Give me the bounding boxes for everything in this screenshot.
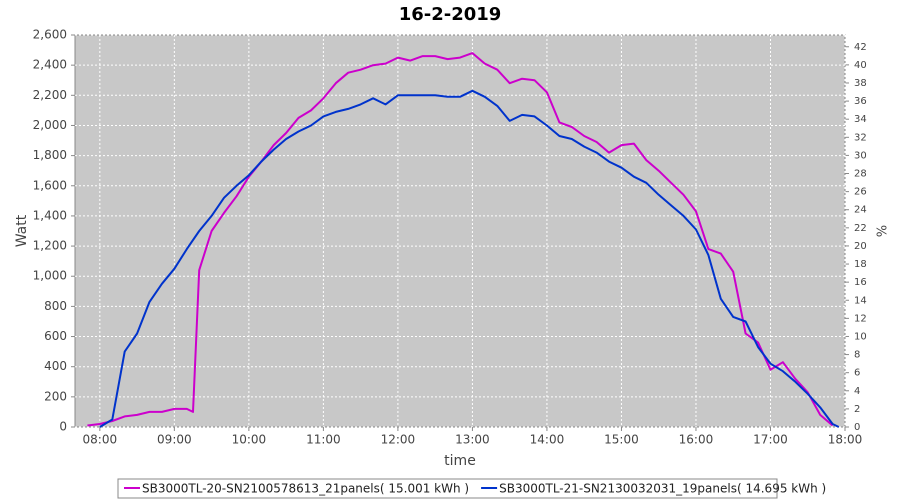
- x-axis-label: time: [444, 453, 476, 469]
- y-tick-label: 1,400: [33, 208, 67, 222]
- y-tick-label: 2,600: [33, 28, 67, 42]
- x-tick-label: 17:00: [753, 433, 788, 447]
- x-tick-label: 11:00: [306, 433, 341, 447]
- y2-tick-label: 10: [854, 331, 867, 342]
- y-tick-label: 1,600: [33, 178, 67, 192]
- y2-tick-label: 6: [854, 368, 860, 379]
- y2-tick-label: 36: [854, 96, 867, 107]
- x-tick-label: 15:00: [604, 433, 639, 447]
- x-tick-label: 12:00: [381, 433, 416, 447]
- y-axis-label: Watt: [14, 214, 30, 247]
- y2-tick-label: 28: [854, 169, 867, 180]
- y2-tick-label: 4: [854, 386, 860, 397]
- y-tick-label: 2,200: [33, 88, 67, 102]
- y2-tick-label: 24: [854, 205, 867, 216]
- y2-tick-label: 14: [854, 295, 867, 306]
- x-tick-label: 18:00: [828, 433, 863, 447]
- series-line: [99, 89, 840, 428]
- y2-axis-label: %: [873, 225, 888, 237]
- y-tick-label: 600: [44, 329, 67, 343]
- y-tick-label: 0: [59, 420, 67, 434]
- y-tick-label: 1,200: [33, 239, 67, 253]
- y2-tick-label: 20: [854, 241, 867, 252]
- y2-tick-label: 38: [854, 78, 867, 89]
- y-tick-label: 800: [44, 299, 67, 313]
- y2-tick-label: 26: [854, 187, 867, 198]
- y2-tick-label: 2: [854, 404, 860, 415]
- y2-tick-label: 0: [854, 422, 860, 433]
- y-tick-label: 2,400: [33, 58, 67, 72]
- y-tick-label: 1,000: [33, 269, 67, 283]
- y2-tick-label: 16: [854, 277, 867, 288]
- y-tick-label: 200: [44, 389, 67, 403]
- y-tick-label: 1,800: [33, 148, 67, 162]
- y2-tick-label: 34: [854, 114, 867, 125]
- legend: [117, 478, 778, 499]
- x-tick-label: 09:00: [157, 433, 192, 447]
- chart-title: 16-2-2019: [399, 4, 502, 25]
- x-tick-label: 08:00: [83, 433, 118, 447]
- series-line: [87, 52, 834, 427]
- y2-tick-label: 40: [854, 60, 867, 71]
- legend-label: SB3000TL-20-SN2100578613_21panels( 15.00…: [142, 482, 469, 496]
- x-tick-label: 14:00: [530, 433, 565, 447]
- y2-tick-label: 42: [854, 42, 867, 53]
- plot-area: [74, 34, 846, 428]
- legend-label: SB3000TL-21-SN2130032031_19panels( 14.69…: [499, 482, 826, 496]
- y2-tick-label: 18: [854, 259, 867, 270]
- y-tick-label: 400: [44, 359, 67, 373]
- x-tick-label: 16:00: [679, 433, 714, 447]
- y2-tick-label: 32: [854, 132, 867, 143]
- x-tick-label: 13:00: [455, 433, 490, 447]
- y2-tick-label: 8: [854, 350, 860, 361]
- y2-tick-label: 22: [854, 223, 867, 234]
- x-tick-label: 10:00: [232, 433, 267, 447]
- y-tick-label: 2,000: [33, 118, 67, 132]
- y2-tick-label: 12: [854, 313, 867, 324]
- y2-tick-label: 30: [854, 150, 867, 161]
